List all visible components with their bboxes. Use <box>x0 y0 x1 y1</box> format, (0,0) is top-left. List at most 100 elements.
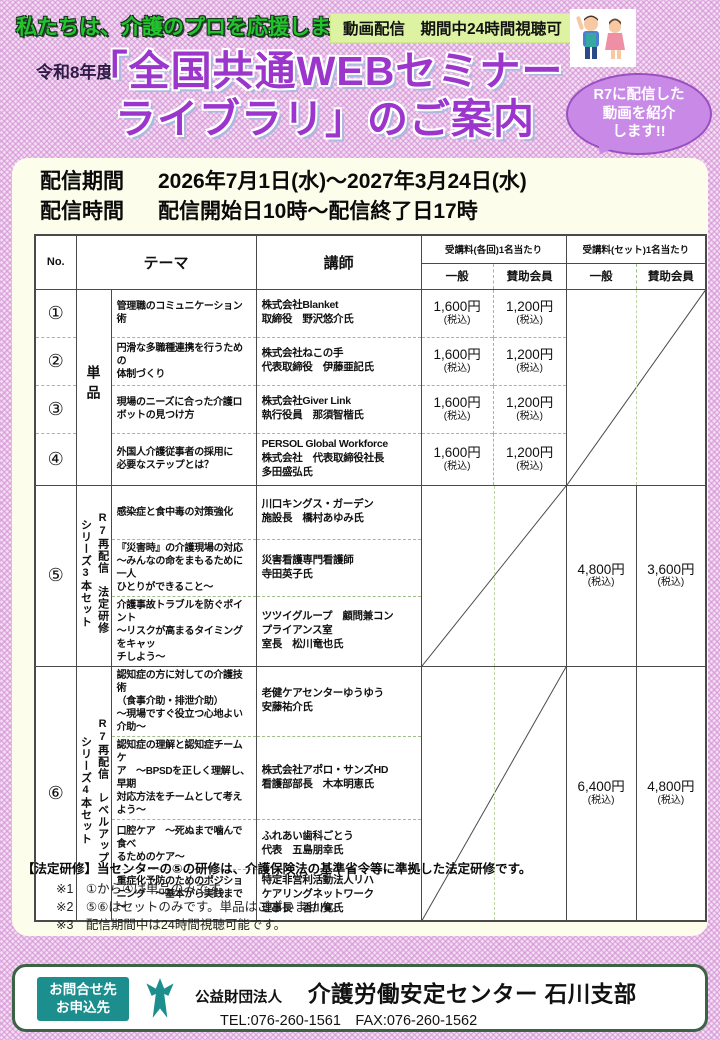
page-title: 「全国共通WEBセミナー ライブラリ」のご案内 <box>80 47 570 144</box>
table-row-6a: ⑥ R7再配信 レベルアップ シリーズ4本セット 認知症の方に対しての介護技術 … <box>34 665 707 921</box>
set-fee-general-cell: 6,400円 (税込) <box>565 665 637 921</box>
people-illustration-icon <box>570 9 636 67</box>
table-header-row-2: 一般 賛助会員 一般 賛助会員 <box>35 262 707 289</box>
notes-list: ※1 ①から④は単品のみです。 ※2 ⑤⑥はセットのみです。単品はございません。… <box>56 880 344 934</box>
fee-member-cell: 1,200円 (税込) <box>492 384 567 433</box>
theme-cell: 『災害時』の介護現場の対応 ～みんなの命をまもるために一人 ひとりができること～ <box>110 538 257 596</box>
schedule-time-label: 配信時間 <box>40 200 124 224</box>
theme-cell: 認知症の理解と認知症チームケ ア ～BPSDを正しく理解し、早期 対応方法をチー… <box>110 735 257 819</box>
table-row-6d: 重症化予防のためのポジショ ニング ～基本から実践まで～ 特定非営利活動法人リハ… <box>35 868 706 921</box>
org-type: 公益財団法人 <box>195 990 282 1006</box>
theme-cell: 重症化予防のためのポジショ ニング ～基本から実践まで～ <box>110 868 257 921</box>
table-header-row-1: No. テーマ 講師 受講料(各回)1名当たり 受講料(セット)1名当たり <box>34 234 707 289</box>
diagonal-cell-each-6 <box>420 665 567 921</box>
theme-cell: 認知症の方に対しての介護技術 （食事介助・排泄介助） ～現場ですぐ役立つ心地よい… <box>110 665 257 736</box>
lecturer-cell: 災害看護専門看護師 寺田英子氏 <box>255 538 422 596</box>
no-cell: ③ <box>34 384 76 433</box>
lecturer-cell: 特定非営利活動法人リハ ケアリングネットワーク 理事長 香川寛氏 <box>255 868 422 921</box>
tel-fax: TEL:076-260-1561 FAX:076-260-1562 <box>220 1013 478 1029</box>
header-theme: テーマ <box>75 234 257 289</box>
header-member-set: 賛助会員 <box>635 262 707 289</box>
lecturer-cell: 株式会社ねこの手 代表取締役 伊藤亜記氏 <box>255 336 422 385</box>
seminar-table: No. テーマ 講師 受講料(各回)1名当たり 受講料(セット)1名当たり 一般… <box>34 234 708 922</box>
header-member-each: 賛助会員 <box>492 262 567 289</box>
diagonal-cell-each-5 <box>420 484 567 666</box>
theme-cell: 介護事故トラブルを防ぐポイント ～リスクが高まるタイミングをキャッ チしよう～ <box>110 595 257 666</box>
fee-general-cell: 1,600円 (税込) <box>420 432 494 485</box>
center-logo-icon <box>138 976 182 1020</box>
no-cell: ② <box>34 336 76 385</box>
fee-member-cell: 1,200円 (税込) <box>492 336 567 385</box>
note-2: ※2 ⑤⑥はセットのみです。単品はございません。 <box>56 900 345 914</box>
header-fee-set: 受講料(セット)1名当たり <box>565 234 707 263</box>
table-row-5a: ⑤ R7再配信 法定研修 シリーズ3本セット 感染症と食中毒の対策強化 川口キン… <box>34 484 707 666</box>
title-line-1: 「全国共通WEBセミナー <box>86 48 564 94</box>
lecturer-cell: ツツイグループ 顧問兼コン プライアンス室 室長 松川竜也氏 <box>255 595 422 666</box>
bubble-line-1: R7に配信した <box>593 86 685 103</box>
video-delivery-badge: 動画配信 期間中24時間視聴可 <box>330 13 575 43</box>
set-fee-member-cell: 4,800円 (税込) <box>635 665 707 921</box>
schedule-time-value: 配信開始日10時～配信終了日17時 <box>158 200 478 224</box>
contact-badge-line-1: お問合せ先 <box>49 982 117 997</box>
no-cell: ⑤ <box>34 484 76 666</box>
table-row-2: ② 円滑な多職種連携を行うための 体制づくり 株式会社ねこの手 代表取締役 伊藤… <box>34 336 706 385</box>
category-cell-tanpin: 単品 <box>75 288 112 485</box>
lecturer-cell: ふれあい歯科ごとう 代表 五島朋幸氏 <box>255 818 422 869</box>
theme-cell: 円滑な多職種連携を行うための 体制づくり <box>110 336 257 385</box>
diagonal-cell-set-1-4 <box>565 288 707 485</box>
theme-cell: 外国人介護従事者の採用に 必要なステップとは？ <box>110 432 257 485</box>
schedule-block: 配信期間 2026年7月1日(水)～2027年3月24日(水) 配信時間 配信開… <box>40 167 527 228</box>
contact-badge-line-2: お申込先 <box>56 1000 110 1016</box>
header-catchphrase: 私たちは、介護のプロを応援します! <box>16 16 359 39</box>
fee-general-cell: 1,600円 (税込) <box>420 288 494 337</box>
header-general-set: 一般 <box>565 262 637 289</box>
table-row-4: ④ 外国人介護従事者の採用に 必要なステップとは？ PERSOL Global … <box>34 432 706 485</box>
table-row-5c: 介護事故トラブルを防ぐポイント ～リスクが高まるタイミングをキャッ チしよう～ … <box>35 595 706 666</box>
theme-cell: 現場のニーズに合った介護ロ ボットの見つけ方 <box>110 384 257 433</box>
lecturer-cell: 川口キングス・ガーデン 施設長 橋村あゆみ氏 <box>255 484 422 539</box>
set-fee-member-cell: 3,600円 (税込) <box>635 484 707 666</box>
lecturer-cell: 株式会社アポロ・サンズHD 看護部部長 木本明恵氏 <box>255 735 422 819</box>
table-row-5b: 『災害時』の介護現場の対応 ～みんなの命をまもるために一人 ひとりができること～… <box>35 538 706 596</box>
theme-cell: 管理職のコミュニケーション術 <box>110 288 257 337</box>
note-1: ※1 ①から④は単品のみです。 <box>56 882 233 896</box>
organization-row: 公益財団法人 介護労働安定センター 石川支部 <box>195 977 637 1009</box>
legal-note: 【法定研修】当センターの⑤の研修は、介護保険法の基準省令等に準拠した法定研修です… <box>22 862 532 876</box>
table-row-3: ③ 現場のニーズに合った介護ロ ボットの見つけ方 株式会社Giver Link … <box>34 384 706 433</box>
header-fee-each: 受講料(各回)1名当たり <box>420 234 567 263</box>
fiscal-year-label: 令和8年度 <box>36 63 114 82</box>
note-3: ※3 配信期間中は24時間視聴可能です。 <box>56 918 287 932</box>
schedule-period-row: 配信期間 2026年7月1日(水)～2027年3月24日(水) <box>40 167 527 197</box>
header-general-each: 一般 <box>420 262 494 289</box>
lecturer-cell: 老健ケアセンターゆうゆう 安藤祐介氏 <box>255 665 422 736</box>
header-no: No. <box>34 234 76 289</box>
header-lecturer: 講師 <box>255 234 422 289</box>
title-line-2: ライブラリ」のご案内 <box>115 96 535 143</box>
no-cell: ① <box>34 288 76 337</box>
info-panel: 配信期間 2026年7月1日(水)～2027年3月24日(水) 配信時間 配信開… <box>12 158 708 936</box>
table-row-1: ① 単品 管理職のコミュニケーション術 株式会社Blanket 取締役 野沢悠介… <box>34 288 707 485</box>
bubble-line-2: 動画を紹介 <box>602 105 676 122</box>
lecturer-cell: 株式会社Blanket 取締役 野沢悠介氏 <box>255 288 422 337</box>
fee-member-cell: 1,200円 (税込) <box>492 288 567 337</box>
fee-general-cell: 1,600円 (税込) <box>420 336 494 385</box>
theme-cell: 口腔ケア ～死ぬまで噛んで食べ るためのケア～ <box>110 818 257 869</box>
table-row-6b: 認知症の理解と認知症チームケ ア ～BPSDを正しく理解し、早期 対応方法をチー… <box>35 735 706 819</box>
no-cell: ④ <box>34 432 76 485</box>
lecturer-cell: PERSOL Global Workforce 株式会社 代表取締役社長 多田盛… <box>255 432 422 485</box>
org-name: 介護労働安定センター 石川支部 <box>308 982 637 1007</box>
bubble-line-3: します!! <box>612 124 666 141</box>
theme-cell: 感染症と食中毒の対策強化 <box>110 484 257 539</box>
schedule-time-row: 配信時間 配信開始日10時～配信終了日17時 <box>40 197 527 227</box>
contact-box: お問合せ先 お申込先 公益財団法人 介護労働安定センター 石川支部 TEL:07… <box>12 964 708 1032</box>
fee-member-cell: 1,200円 (税込) <box>492 432 567 485</box>
schedule-period-label: 配信期間 <box>40 170 124 193</box>
no-cell: ⑥ <box>34 665 76 921</box>
set-fee-general-cell: 4,800円 (税込) <box>565 484 637 666</box>
speech-bubble: R7に配信した 動画を紹介 します!! <box>566 73 712 155</box>
category-cell-series3: R7再配信 法定研修 シリーズ3本セット <box>75 484 112 666</box>
schedule-period-value: 2026年7月1日(水)～2027年3月24日(水) <box>158 170 527 193</box>
lecturer-cell: 株式会社Giver Link 執行役員 那須智楷氏 <box>255 384 422 433</box>
category-cell-series4: R7再配信 レベルアップ シリーズ4本セット <box>75 665 112 921</box>
